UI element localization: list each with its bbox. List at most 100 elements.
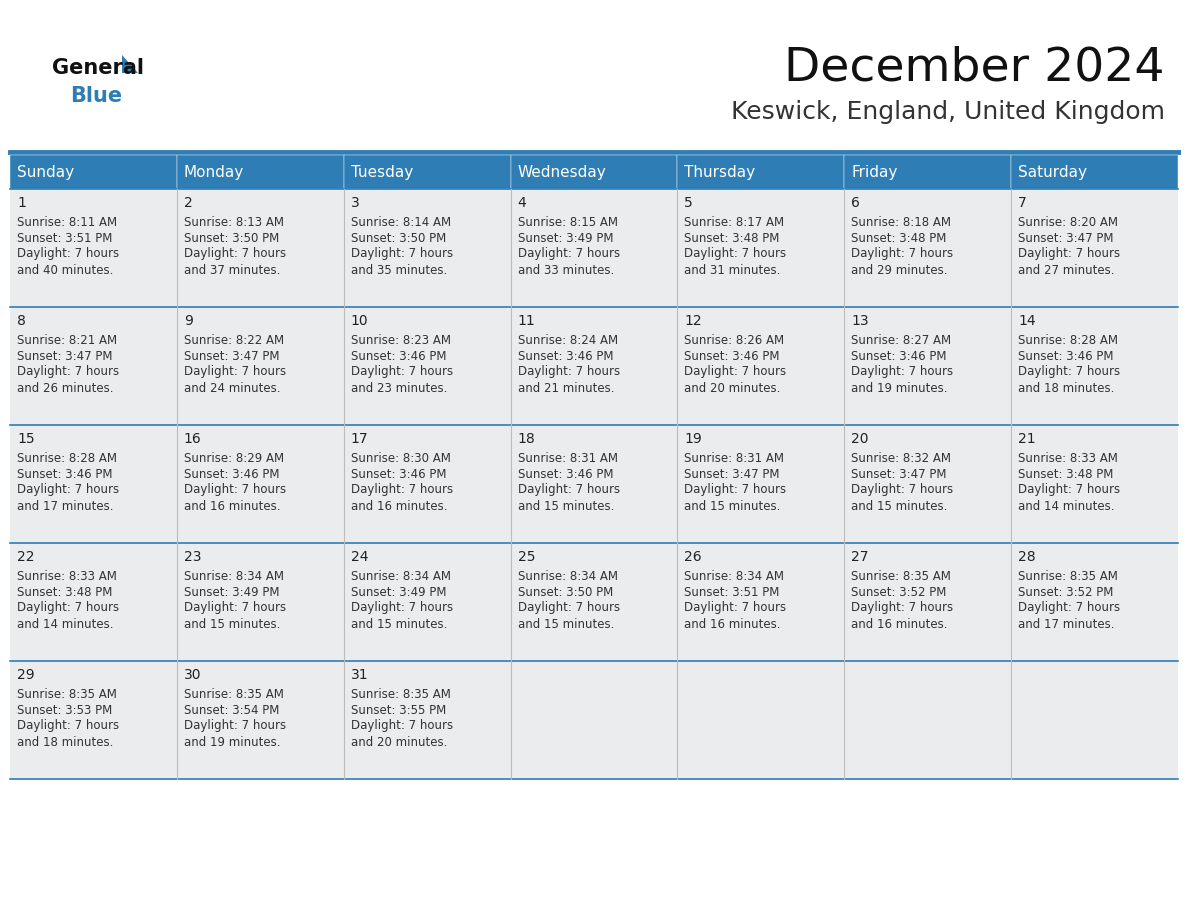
Text: and 15 minutes.: and 15 minutes. <box>184 618 280 631</box>
Text: Sunrise: 8:33 AM: Sunrise: 8:33 AM <box>1018 452 1118 465</box>
Text: Sunset: 3:47 PM: Sunset: 3:47 PM <box>852 467 947 480</box>
Text: 15: 15 <box>17 432 34 446</box>
Text: 11: 11 <box>518 314 536 328</box>
Bar <box>177 661 343 779</box>
Text: 19: 19 <box>684 432 702 446</box>
Text: Sunrise: 8:14 AM: Sunrise: 8:14 AM <box>350 216 450 229</box>
Text: 7: 7 <box>1018 196 1026 210</box>
Text: Sunset: 3:50 PM: Sunset: 3:50 PM <box>518 586 613 599</box>
Text: Sunrise: 8:24 AM: Sunrise: 8:24 AM <box>518 333 618 346</box>
Text: and 20 minutes.: and 20 minutes. <box>350 735 447 748</box>
Text: Sunset: 3:55 PM: Sunset: 3:55 PM <box>350 703 446 717</box>
Text: Daylight: 7 hours: Daylight: 7 hours <box>1018 601 1120 614</box>
Bar <box>177 425 343 543</box>
Bar <box>1011 425 1178 543</box>
Text: Daylight: 7 hours: Daylight: 7 hours <box>684 365 786 378</box>
Bar <box>343 307 511 425</box>
Text: Tuesday: Tuesday <box>350 164 413 180</box>
Text: Wednesday: Wednesday <box>518 164 606 180</box>
Text: and 14 minutes.: and 14 minutes. <box>17 618 114 631</box>
Text: Sunset: 3:51 PM: Sunset: 3:51 PM <box>684 586 779 599</box>
Text: and 16 minutes.: and 16 minutes. <box>852 618 948 631</box>
Text: Daylight: 7 hours: Daylight: 7 hours <box>17 484 119 497</box>
Bar <box>1011 189 1178 307</box>
Text: Daylight: 7 hours: Daylight: 7 hours <box>17 720 119 733</box>
Text: 10: 10 <box>350 314 368 328</box>
Text: Sunrise: 8:35 AM: Sunrise: 8:35 AM <box>184 688 284 700</box>
Text: Sunrise: 8:34 AM: Sunrise: 8:34 AM <box>350 569 450 583</box>
Text: Sunrise: 8:32 AM: Sunrise: 8:32 AM <box>852 452 952 465</box>
Text: and 20 minutes.: and 20 minutes. <box>684 382 781 395</box>
Bar <box>845 189 1011 307</box>
Text: Daylight: 7 hours: Daylight: 7 hours <box>518 365 620 378</box>
Text: Daylight: 7 hours: Daylight: 7 hours <box>1018 248 1120 261</box>
Text: Keswick, England, United Kingdom: Keswick, England, United Kingdom <box>731 100 1165 124</box>
Text: 17: 17 <box>350 432 368 446</box>
Text: and 40 minutes.: and 40 minutes. <box>17 263 113 276</box>
Text: Sunrise: 8:15 AM: Sunrise: 8:15 AM <box>518 216 618 229</box>
Text: Daylight: 7 hours: Daylight: 7 hours <box>17 365 119 378</box>
Text: Daylight: 7 hours: Daylight: 7 hours <box>1018 365 1120 378</box>
Text: Sunrise: 8:28 AM: Sunrise: 8:28 AM <box>1018 333 1118 346</box>
Text: Sunrise: 8:17 AM: Sunrise: 8:17 AM <box>684 216 784 229</box>
Text: Sunset: 3:47 PM: Sunset: 3:47 PM <box>184 350 279 363</box>
Text: December 2024: December 2024 <box>784 46 1165 91</box>
Text: Daylight: 7 hours: Daylight: 7 hours <box>350 365 453 378</box>
Text: 26: 26 <box>684 550 702 564</box>
Text: and 21 minutes.: and 21 minutes. <box>518 382 614 395</box>
Bar <box>343 661 511 779</box>
Text: Sunrise: 8:35 AM: Sunrise: 8:35 AM <box>852 569 952 583</box>
Text: Sunrise: 8:34 AM: Sunrise: 8:34 AM <box>518 569 618 583</box>
Text: Daylight: 7 hours: Daylight: 7 hours <box>350 248 453 261</box>
Text: and 15 minutes.: and 15 minutes. <box>684 499 781 512</box>
Text: Sunset: 3:50 PM: Sunset: 3:50 PM <box>350 231 446 244</box>
Text: Sunset: 3:47 PM: Sunset: 3:47 PM <box>17 350 113 363</box>
Bar <box>10 425 177 543</box>
Text: and 16 minutes.: and 16 minutes. <box>350 499 447 512</box>
Text: Sunrise: 8:28 AM: Sunrise: 8:28 AM <box>17 452 116 465</box>
Bar <box>677 543 845 661</box>
Text: and 15 minutes.: and 15 minutes. <box>350 618 447 631</box>
Bar <box>511 307 677 425</box>
Text: and 16 minutes.: and 16 minutes. <box>684 618 781 631</box>
Text: Blue: Blue <box>70 86 122 106</box>
Text: and 15 minutes.: and 15 minutes. <box>518 618 614 631</box>
Text: and 23 minutes.: and 23 minutes. <box>350 382 447 395</box>
Bar <box>10 543 177 661</box>
Text: 14: 14 <box>1018 314 1036 328</box>
Text: Sunrise: 8:30 AM: Sunrise: 8:30 AM <box>350 452 450 465</box>
Text: 6: 6 <box>852 196 860 210</box>
Text: Sunrise: 8:27 AM: Sunrise: 8:27 AM <box>852 333 952 346</box>
Text: 3: 3 <box>350 196 360 210</box>
Text: Sunset: 3:47 PM: Sunset: 3:47 PM <box>1018 231 1113 244</box>
Text: 31: 31 <box>350 668 368 682</box>
Text: 27: 27 <box>852 550 868 564</box>
Text: Sunrise: 8:22 AM: Sunrise: 8:22 AM <box>184 333 284 346</box>
Text: 1: 1 <box>17 196 26 210</box>
Bar <box>177 543 343 661</box>
Text: Daylight: 7 hours: Daylight: 7 hours <box>852 248 954 261</box>
Text: and 17 minutes.: and 17 minutes. <box>17 499 114 512</box>
Text: 16: 16 <box>184 432 202 446</box>
Text: Monday: Monday <box>184 164 244 180</box>
Text: Sunset: 3:50 PM: Sunset: 3:50 PM <box>184 231 279 244</box>
Text: Sunset: 3:51 PM: Sunset: 3:51 PM <box>17 231 113 244</box>
Bar <box>677 661 845 779</box>
Text: 22: 22 <box>17 550 34 564</box>
Bar <box>511 189 677 307</box>
Text: Daylight: 7 hours: Daylight: 7 hours <box>518 248 620 261</box>
Bar <box>10 189 177 307</box>
Text: and 26 minutes.: and 26 minutes. <box>17 382 114 395</box>
Text: Sunset: 3:46 PM: Sunset: 3:46 PM <box>684 350 781 363</box>
Text: and 19 minutes.: and 19 minutes. <box>184 735 280 748</box>
Bar <box>1011 661 1178 779</box>
Bar <box>343 543 511 661</box>
Text: Sunset: 3:52 PM: Sunset: 3:52 PM <box>852 586 947 599</box>
Text: 23: 23 <box>184 550 201 564</box>
Text: Daylight: 7 hours: Daylight: 7 hours <box>17 248 119 261</box>
Text: Friday: Friday <box>852 164 898 180</box>
Text: and 33 minutes.: and 33 minutes. <box>518 263 614 276</box>
Bar <box>845 661 1011 779</box>
Text: and 18 minutes.: and 18 minutes. <box>17 735 113 748</box>
Text: Daylight: 7 hours: Daylight: 7 hours <box>852 484 954 497</box>
